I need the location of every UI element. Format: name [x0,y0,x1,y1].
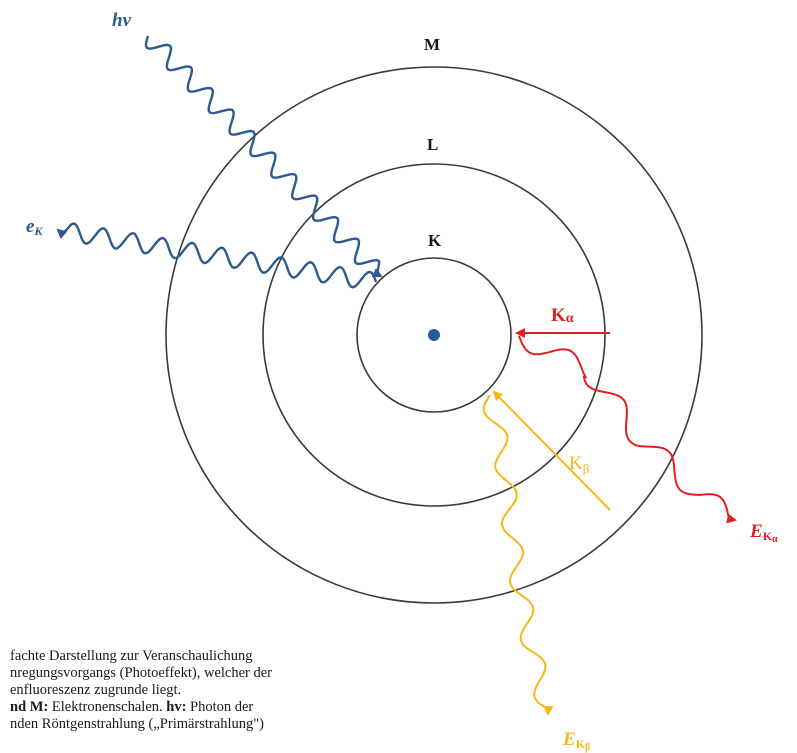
caption-line-1: fachte Darstellung zur Veranschaulichung [10,648,253,664]
nucleus [428,329,440,341]
ejected-electron-wave [56,222,378,289]
caption-line-3: enfluoreszenz zugrunde liegt. [10,682,182,698]
k-beta-emitted-photon-wave [482,394,554,716]
k-beta-label: Kβ [569,453,590,476]
k-beta-transition-arrow [492,390,611,511]
caption-line-2: nregungsvorgangs (Photoeffekt), welcher … [10,665,272,681]
k-alpha-label: Kα [551,305,574,326]
shell-label-m: M [424,35,440,54]
shell-label-l: L [427,135,438,154]
ejected-electron-label: eK [26,216,43,238]
e-k-beta-label: EKβ [562,729,590,753]
shell-l [262,163,606,507]
incident-photon-label: hv [112,10,132,31]
e-k-alpha-label: EKα [749,521,778,545]
caption-line-4: nd M: Elektronenschalen. hv: Photon der [10,699,254,715]
k-alpha-emitted-photon-wave [518,335,737,524]
shell-label-k: K [428,231,442,250]
caption-line-5: nden Röntgenstrahlung („Primärstrahlung"… [10,716,264,732]
incident-photon-wave [144,35,383,278]
shell-k [356,257,512,413]
figure-caption: fachte Darstellung zur Veranschaulichung… [10,648,410,733]
shell-m [165,66,703,604]
